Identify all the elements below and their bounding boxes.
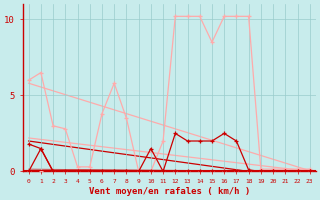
X-axis label: Vent moyen/en rafales ( km/h ): Vent moyen/en rafales ( km/h ) (89, 187, 250, 196)
